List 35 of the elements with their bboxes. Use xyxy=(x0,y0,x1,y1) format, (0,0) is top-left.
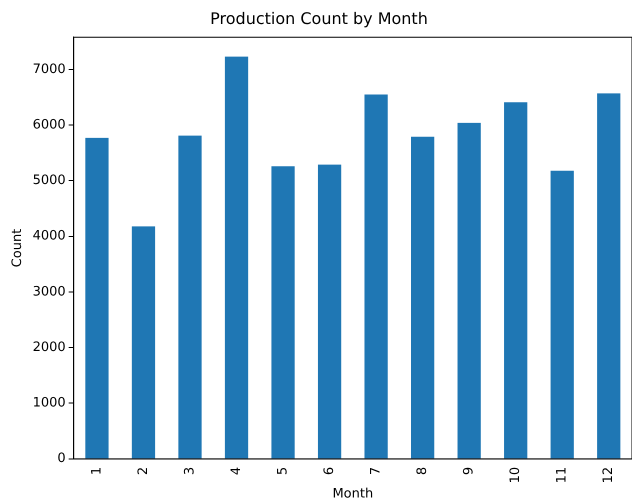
y-axis-title: Count xyxy=(10,228,26,268)
bar xyxy=(458,122,481,458)
bar xyxy=(178,136,202,458)
y-tick-label: 3000 xyxy=(32,284,66,300)
x-tick-label: 3 xyxy=(182,466,198,476)
x-tick-label: 7 xyxy=(368,466,384,476)
y-tick-label: 7000 xyxy=(32,62,66,77)
bar xyxy=(597,93,620,458)
x-tick-label: 10 xyxy=(508,466,524,484)
y-tick-label: 1000 xyxy=(32,396,66,411)
x-tick-label: 1 xyxy=(89,466,104,476)
bar xyxy=(318,164,342,458)
y-tick-label: 2000 xyxy=(32,340,66,355)
y-tick-label: 5000 xyxy=(32,173,66,188)
bar xyxy=(550,170,574,458)
bar xyxy=(271,166,295,458)
bar xyxy=(224,56,248,458)
y-tick-label: 0 xyxy=(57,451,66,466)
y-tick-label: 4000 xyxy=(32,228,66,244)
bar xyxy=(504,102,528,458)
x-tick-label: 4 xyxy=(228,466,244,476)
x-tick-label: 6 xyxy=(322,466,337,476)
x-tick-label: 2 xyxy=(136,466,151,476)
bar xyxy=(364,94,388,458)
y-tick-label: 6000 xyxy=(32,117,66,132)
bar xyxy=(85,138,109,458)
bar xyxy=(132,226,156,458)
chart-title: Production Count by Month xyxy=(210,8,428,28)
bar xyxy=(411,136,434,458)
x-tick-label: 8 xyxy=(415,466,430,476)
x-tick-label: 5 xyxy=(275,466,290,476)
x-tick-label: 9 xyxy=(462,466,477,476)
x-tick-label: 11 xyxy=(554,466,570,484)
x-tick-label: 12 xyxy=(601,466,616,484)
x-axis-title: Month xyxy=(332,486,374,502)
